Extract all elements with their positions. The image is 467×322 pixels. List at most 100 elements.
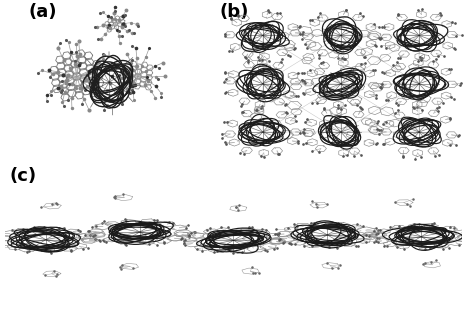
Point [122,218,129,223]
Point [60,103,68,109]
Point [78,101,85,106]
Point [378,24,386,30]
Point [343,8,350,13]
Point [155,76,162,81]
Point [181,242,189,248]
Point [372,42,379,47]
Point [45,68,53,73]
Point [342,7,350,12]
Point [311,220,318,225]
Point [43,98,50,103]
Point [128,31,135,36]
Point [100,238,107,243]
Point [433,105,440,110]
Point [160,240,167,245]
Point [403,202,410,207]
Point [374,119,382,124]
Point [309,100,316,106]
Point [65,40,72,45]
Point [129,265,136,270]
Point [73,64,81,69]
Point [68,95,75,100]
Point [255,55,262,60]
Point [255,270,262,276]
Point [406,203,413,208]
Point [378,81,386,87]
Point [315,14,322,19]
Point [395,55,402,60]
Point [229,49,236,54]
Point [265,58,273,63]
Point [298,36,306,41]
Point [60,58,67,63]
Point [362,233,369,238]
Point [53,202,60,207]
Point [273,227,280,232]
Point [294,139,302,144]
Point [222,90,230,95]
Point [341,103,349,108]
Point [300,130,307,135]
Point [321,107,328,112]
Point [180,241,187,246]
Point [123,28,131,33]
Point [227,15,234,21]
Point [115,29,122,34]
Point [88,224,96,229]
Point [409,104,417,109]
Point [340,154,347,159]
Point [123,86,130,91]
Point [134,24,142,29]
Point [400,246,407,251]
Point [309,148,316,153]
Point [446,115,453,120]
Point [53,200,60,205]
Point [432,56,439,62]
Point [415,59,422,64]
Point [213,249,221,254]
Point [298,78,305,83]
Point [68,248,75,253]
Point [252,108,260,113]
Point [338,106,345,111]
Point [129,90,137,95]
Point [104,25,112,30]
Point [85,245,92,251]
Point [261,247,269,252]
Point [293,223,301,228]
Point [30,225,37,230]
Point [75,38,83,43]
Point [226,49,233,54]
Point [151,63,159,69]
Point [265,9,273,14]
Point [99,23,107,28]
Point [238,109,246,115]
Point [414,7,421,13]
Point [49,71,57,76]
Point [165,219,173,224]
Point [82,75,89,80]
Point [299,142,307,147]
Point [142,54,149,59]
Point [198,248,206,253]
Point [373,120,381,126]
Point [123,51,131,56]
Point [224,119,231,125]
Point [395,13,402,18]
Point [143,74,150,80]
Point [409,197,417,202]
Point [258,103,266,109]
Point [389,62,397,67]
Point [129,82,137,88]
Point [76,228,84,233]
Point [251,270,259,275]
Point [221,80,228,85]
Point [113,27,120,33]
Point [312,201,320,206]
Point [446,66,453,71]
Point [281,239,288,244]
Point [447,94,455,99]
Point [106,26,114,31]
Point [92,81,99,86]
Point [220,119,228,124]
